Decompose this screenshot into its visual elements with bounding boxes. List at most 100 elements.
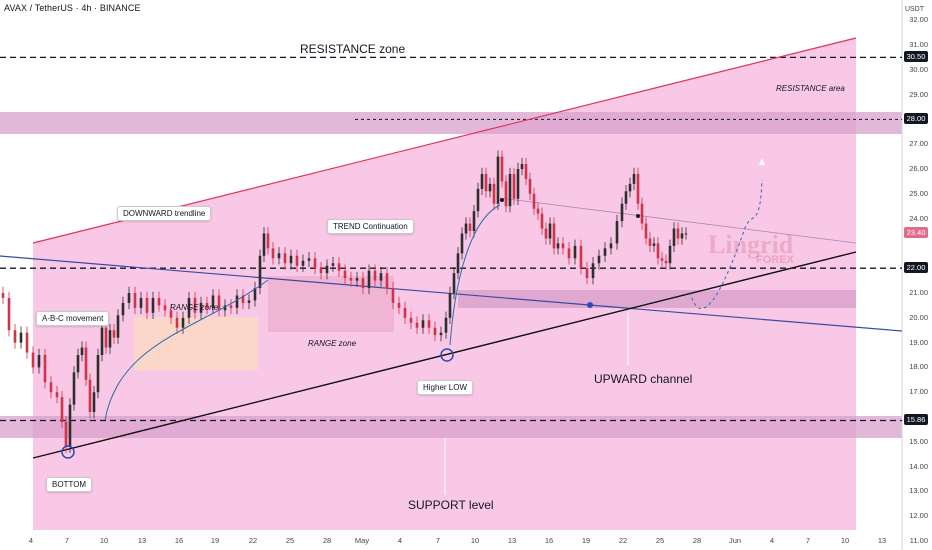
candle-body bbox=[337, 263, 341, 271]
y-tick-label: 15.00 bbox=[909, 436, 928, 446]
candle-body bbox=[169, 310, 173, 318]
candle-body bbox=[355, 278, 359, 281]
candle-body bbox=[567, 248, 571, 259]
candle-body bbox=[597, 255, 601, 264]
x-tick-label: 10 bbox=[99, 536, 109, 545]
candle-body bbox=[684, 233, 688, 235]
y-tick-label: 27.00 bbox=[909, 139, 928, 149]
y-tick-label: 18.00 bbox=[909, 362, 928, 372]
resistance-zone-label: RESISTANCE zone bbox=[300, 42, 406, 56]
candle-body bbox=[139, 297, 143, 308]
candle-body bbox=[76, 355, 80, 373]
upper-channel-line bbox=[499, 197, 857, 244]
candle-body bbox=[361, 278, 365, 289]
candle-body bbox=[536, 208, 540, 214]
abc-movement-label[interactable]: A-B-C movement bbox=[36, 311, 110, 326]
upward-channel-label: UPWARD channel bbox=[594, 372, 693, 386]
candle-body bbox=[385, 273, 389, 289]
candle-body bbox=[456, 253, 460, 274]
x-tick-label: 13 bbox=[877, 536, 887, 545]
candle-body bbox=[84, 347, 88, 380]
x-tick-label: 4 bbox=[769, 536, 775, 545]
candle-body bbox=[121, 302, 125, 316]
x-tick-label: 28 bbox=[322, 536, 332, 545]
candle-body bbox=[253, 288, 257, 301]
candle-body bbox=[415, 322, 419, 328]
x-tick-label: 19 bbox=[210, 536, 220, 545]
range-zone-label-2: RANGE zone bbox=[308, 339, 357, 348]
trend-continuation-label[interactable]: TREND Continuation bbox=[327, 219, 414, 234]
candle-body bbox=[367, 270, 371, 289]
y-tick-label: 29.00 bbox=[909, 89, 928, 99]
candle-body bbox=[448, 293, 452, 318]
candle-body bbox=[262, 233, 266, 256]
bottom-marker bbox=[61, 445, 75, 459]
candle-body bbox=[100, 327, 104, 355]
y-tick-label: 32.00 bbox=[909, 15, 928, 25]
candle-body bbox=[1, 293, 5, 298]
candle-body bbox=[561, 243, 565, 249]
candle-body bbox=[644, 223, 648, 239]
higher-low-label[interactable]: Higher LOW bbox=[417, 380, 474, 395]
candle-body bbox=[133, 293, 137, 308]
candle-body bbox=[628, 183, 632, 192]
continuation-curve bbox=[449, 204, 501, 346]
candle-body bbox=[145, 297, 149, 313]
candle-body bbox=[13, 330, 17, 343]
candle-body bbox=[266, 233, 270, 249]
currency-unit: USDT bbox=[904, 6, 924, 13]
x-tick-label: 16 bbox=[174, 536, 184, 545]
candle-body bbox=[403, 307, 407, 318]
x-tick-label: 13 bbox=[137, 536, 147, 545]
candle-body bbox=[624, 191, 628, 204]
candle-body bbox=[620, 203, 624, 222]
candle-body bbox=[319, 268, 323, 274]
candle-body bbox=[636, 173, 640, 204]
x-tick-label: 13 bbox=[507, 536, 517, 545]
x-tick-label: 7 bbox=[435, 536, 441, 545]
x-tick-label: 19 bbox=[581, 536, 591, 545]
support-level-label: SUPPORT level bbox=[408, 498, 494, 512]
candle-body bbox=[532, 193, 536, 209]
bottom-label[interactable]: BOTTOM bbox=[46, 477, 93, 492]
x-tick-label: 25 bbox=[285, 536, 295, 545]
candle-body bbox=[217, 295, 221, 311]
range-zone-box-2 bbox=[268, 276, 394, 332]
watermark-logo: Lingrid bbox=[708, 230, 794, 259]
candle-body bbox=[452, 273, 456, 293]
support-22-band bbox=[458, 290, 856, 308]
downward-trendline-label[interactable]: DOWNWARD trendline bbox=[117, 206, 212, 221]
candle-body bbox=[460, 233, 464, 254]
candle-body bbox=[508, 173, 512, 207]
candle-body bbox=[295, 255, 299, 266]
candle-body bbox=[492, 183, 496, 204]
candle-body bbox=[55, 392, 59, 398]
x-tick-label: 22 bbox=[248, 536, 258, 545]
touch-point bbox=[587, 302, 593, 308]
abc-curve bbox=[104, 279, 269, 421]
candle-body bbox=[676, 228, 680, 239]
candle-body bbox=[301, 260, 305, 266]
price-badge: 22.00 bbox=[904, 262, 928, 274]
candle-body bbox=[397, 302, 401, 308]
candle-body bbox=[632, 173, 636, 184]
candle-body bbox=[603, 248, 607, 256]
candle-body bbox=[7, 297, 11, 331]
x-tick-label: 25 bbox=[655, 536, 665, 545]
watermark-subtitle: FOREX bbox=[756, 254, 794, 266]
candle-body bbox=[283, 253, 287, 264]
candle-body bbox=[151, 297, 155, 313]
candle-body bbox=[439, 332, 443, 336]
y-tick-label: 20.00 bbox=[909, 312, 928, 322]
x-tick-label: May bbox=[354, 536, 370, 545]
candle-body bbox=[60, 397, 64, 422]
y-tick-label: 12.00 bbox=[909, 511, 928, 521]
candle-body bbox=[108, 330, 112, 348]
candle-body bbox=[556, 243, 560, 249]
range-zone-box-1 bbox=[134, 317, 258, 370]
candle-body bbox=[19, 332, 23, 343]
candle-body bbox=[289, 255, 293, 264]
candle-body bbox=[175, 317, 179, 328]
candle-body bbox=[540, 213, 544, 229]
